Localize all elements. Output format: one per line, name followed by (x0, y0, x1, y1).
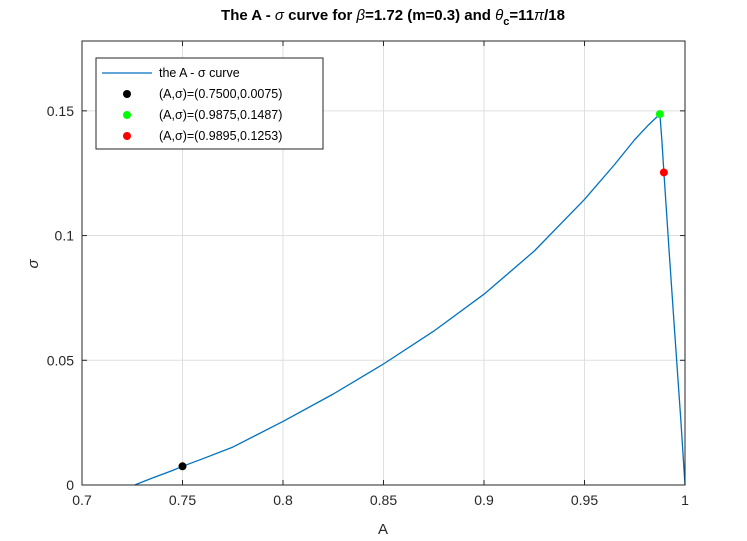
marker-layer (178, 110, 668, 471)
y-tick-label: 0 (66, 477, 74, 493)
series-line-a-sigma (134, 113, 686, 486)
legend: the A - σ curve (A,σ)=(0.7500,0.0075) (A… (95, 57, 324, 150)
data-point-marker-2 (655, 110, 664, 119)
legend-marker-black (123, 90, 131, 98)
x-axis-label: A (378, 521, 388, 538)
x-tick-label: 1 (681, 492, 689, 508)
x-tick-label: 0.7 (72, 492, 92, 508)
y-tick-label: 0.05 (47, 352, 74, 368)
x-tick-label: 0.9 (474, 492, 494, 508)
legend-entry-curve: the A - σ curve (159, 66, 240, 80)
legend-marker-green (123, 111, 131, 119)
y-tick-label: 0.1 (55, 228, 75, 244)
x-tick-label: 0.95 (571, 492, 598, 508)
legend-entry-point-3: (A,σ)=(0.9895,0.1253) (159, 129, 282, 143)
axes-box (81, 40, 686, 486)
data-point-marker-3 (659, 168, 668, 177)
chart-title: The A - σ curve for β=1.72 (m=0.3) and θ… (221, 7, 565, 28)
legend-entry-point-2: (A,σ)=(0.9875,0.1487) (159, 108, 282, 122)
data-point-marker-1 (178, 462, 187, 471)
legend-marker-red (123, 132, 131, 140)
x-tick-label: 0.8 (273, 492, 293, 508)
legend-entry-point-1: (A,σ)=(0.7500,0.0075) (159, 87, 282, 101)
x-axis-ticks: 0.7 0.75 0.8 0.85 0.9 0.95 1 (72, 41, 689, 508)
x-tick-label: 0.85 (370, 492, 397, 508)
y-tick-label: 0.15 (47, 103, 74, 119)
x-tick-label: 0.75 (169, 492, 196, 508)
y-axis-label: σ (25, 259, 42, 269)
series-layer (134, 113, 686, 486)
